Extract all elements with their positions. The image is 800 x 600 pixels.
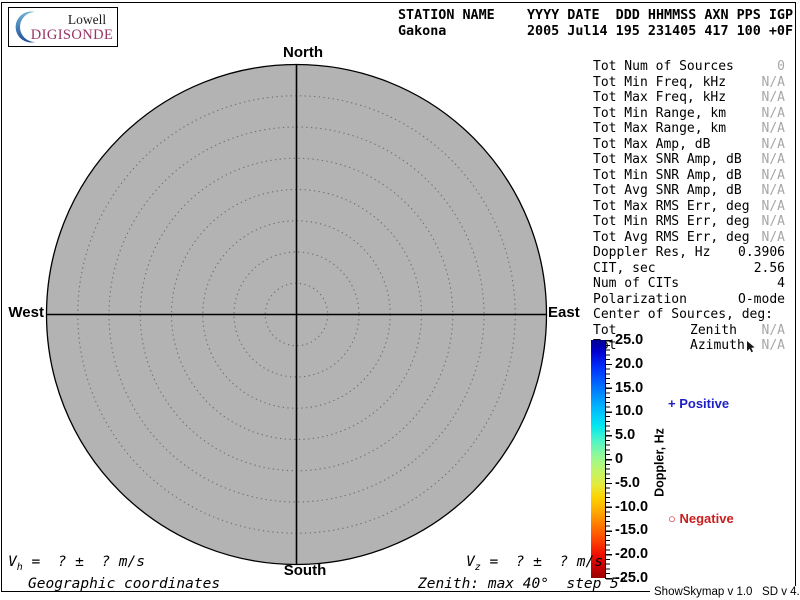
compass-label-south: South (283, 562, 327, 579)
colorbar-tick-label: 5.0 (615, 427, 636, 444)
colorbar-tick-label: -10.0 (615, 498, 649, 515)
metric-value: 2.56 (753, 260, 785, 276)
metric-label: Doppler Res, Hz (593, 245, 711, 260)
colorbar-tick-label: -5.0 (615, 474, 640, 491)
header-labels-line: STATION NAME YYYY DATE DDD HHMMSS AXN PP… (398, 8, 794, 23)
metric-label: Tot Max RMS Err, deg (593, 198, 750, 214)
metric-value: 0.3906 (738, 245, 785, 260)
metric-value: N/A (761, 183, 785, 198)
colorbar-major-ticks (606, 340, 612, 580)
doppler-colorbar-gradient (591, 340, 605, 578)
metric-value: N/A (761, 167, 785, 183)
skymap-plot (45, 63, 548, 566)
metric-value: 0 (777, 59, 785, 74)
metric-value: N/A (761, 198, 785, 214)
logo-text-lowell: Lowell (67, 12, 107, 27)
metric-label: Tot (593, 322, 617, 338)
metric-label: Tot Min RMS Err, deg (593, 214, 750, 229)
metric-row: Tot Zenith N/A (593, 323, 785, 339)
compass-label-east: East (548, 304, 580, 321)
colorbar-tick-label: 15.0 (615, 379, 644, 396)
metric-value: N/A (761, 90, 785, 105)
metric-row: Tot Avg RMS Err, deg N/A (593, 230, 785, 246)
colorbar-axis-line (605, 340, 607, 579)
metric-value: N/A (761, 229, 785, 245)
metric-row: Tot Max Freq, kHz N/A (593, 90, 785, 106)
metric-sublabel: Zenith (690, 322, 737, 338)
colorbar-tick-label: -15.0 (615, 522, 649, 539)
zenith-range-note: Zenith: max 40° step 5° (418, 576, 628, 592)
metric-row: Tot Max Range, km N/A (593, 121, 785, 137)
metric-label: Center of Sources, deg: (593, 307, 774, 322)
vz-velocity-label: Vz = ? ± ? m/s (466, 554, 603, 573)
metric-label: Tot Avg RMS Err, deg (593, 229, 750, 245)
metric-label: Tot Num of Sources (593, 59, 734, 74)
colorbar-tick-label: 20.0 (615, 355, 644, 372)
metric-row: Num of CITs 4 (593, 276, 785, 292)
version-label: ShowSkymap v 1.0 SD v 4.2 (650, 586, 800, 600)
metric-row: Tot Min Freq, kHz N/A (593, 75, 785, 91)
metric-value: N/A (761, 121, 785, 136)
vh-velocity-label: Vh = ? ± ? m/s (8, 554, 145, 573)
metric-row: Center of Sources, deg: (593, 307, 785, 323)
metric-row: Tot Num of Sources 0 (593, 59, 785, 75)
metric-value: N/A (761, 214, 785, 229)
colorbar-tick-label: 0 (615, 451, 624, 467)
metric-label: Tot Min SNR Amp, dB (593, 167, 742, 183)
legend-negative: ○ Negative (668, 511, 734, 526)
mouse-cursor-icon (747, 341, 755, 353)
plus-marker-icon: + (668, 396, 676, 411)
metric-row: Tot Max SNR Amp, dB N/A (593, 152, 785, 168)
legend-positive: + Positive (668, 396, 730, 411)
metric-label: Polarization (593, 291, 687, 307)
metric-value: 4 (777, 276, 785, 291)
metric-label: CIT, sec (593, 260, 656, 276)
metric-row: CIT, sec 2.56 (593, 261, 785, 277)
metric-label: Tot Min Freq, kHz (593, 74, 727, 90)
metric-row: Tot Min RMS Err, deg N/A (593, 214, 785, 230)
metrics-panel: Tot Num of Sources 0 Tot Min Freq, kHz N/A… (593, 59, 785, 354)
metric-value: N/A (761, 322, 785, 338)
metric-row: Tot Max Amp, dB N/A (593, 137, 785, 153)
colorbar-tick-label: -25.0 (615, 570, 649, 586)
colorbar-tick-label: 25.0 (615, 332, 644, 348)
colorbar-tick-label: -20.0 (615, 546, 649, 563)
compass-label-north: North (283, 44, 323, 61)
header-values-line: Gakona 2005 Jul14 195 231405 417 100 +0F (398, 24, 794, 39)
compass-label-west: West (8, 304, 44, 321)
metric-label: Tot Max Range, km (593, 121, 727, 136)
lowell-digisonde-logo: Lowell DIGISONDE (8, 7, 118, 47)
metric-label: Tot Max Freq, kHz (593, 90, 727, 105)
coordinates-note: Geographic coordinates (28, 576, 221, 592)
metric-label: Num of CITs (593, 276, 680, 291)
colorbar-tick-label: 10.0 (615, 403, 644, 420)
metric-value: N/A (761, 74, 785, 90)
metric-row: Tot Avg SNR Amp, dB N/A (593, 183, 785, 199)
metric-label: Tot Max SNR Amp, dB (593, 152, 742, 167)
crescent-arc-icon (15, 11, 35, 43)
metric-value: N/A (761, 338, 785, 353)
window-frame (1, 2, 796, 592)
metric-row: Tot Max RMS Err, deg N/A (593, 199, 785, 215)
metric-label: Tot Avg SNR Amp, dB (593, 183, 742, 198)
colorbar-title: Doppler, Hz (652, 428, 667, 497)
logo-text-digisonde: DIGISONDE (30, 27, 114, 43)
metric-row: Tot Min SNR Amp, dB N/A (593, 168, 785, 184)
metric-value: N/A (761, 152, 785, 167)
metric-value: N/A (761, 105, 785, 121)
metric-value: O-mode (738, 291, 785, 307)
metric-row: Polarization O-mode (593, 292, 785, 308)
metric-label: Tot Max Amp, dB (593, 136, 711, 152)
metric-value: N/A (761, 136, 785, 152)
metric-sublabel: Azimuth (690, 338, 745, 353)
metric-row: Tot Min Range, km N/A (593, 106, 785, 122)
circle-marker-icon: ○ (668, 511, 676, 526)
metric-label: Tot Min Range, km (593, 105, 727, 121)
metric-row: Doppler Res, Hz 0.3906 (593, 245, 785, 261)
